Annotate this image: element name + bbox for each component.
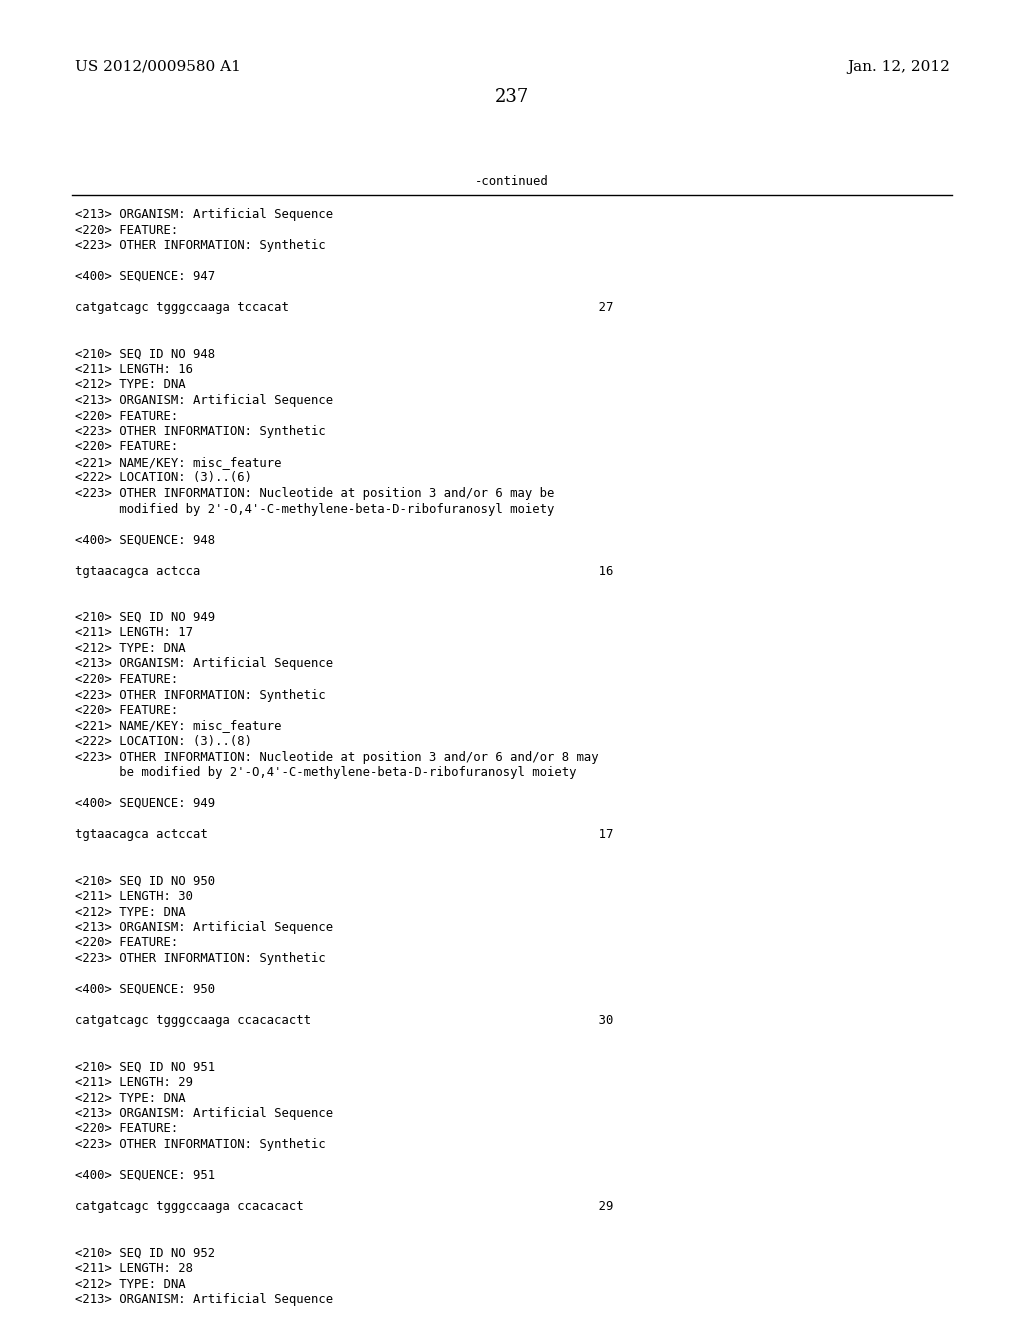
Text: <212> TYPE: DNA: <212> TYPE: DNA xyxy=(75,642,185,655)
Text: catgatcagc tgggccaaga tccacat                                          27: catgatcagc tgggccaaga tccacat 27 xyxy=(75,301,613,314)
Text: <220> FEATURE:: <220> FEATURE: xyxy=(75,409,178,422)
Text: <221> NAME/KEY: misc_feature: <221> NAME/KEY: misc_feature xyxy=(75,719,282,733)
Text: US 2012/0009580 A1: US 2012/0009580 A1 xyxy=(75,59,241,74)
Text: <400> SEQUENCE: 947: <400> SEQUENCE: 947 xyxy=(75,271,215,282)
Text: <212> TYPE: DNA: <212> TYPE: DNA xyxy=(75,379,185,392)
Text: <210> SEQ ID NO 951: <210> SEQ ID NO 951 xyxy=(75,1060,215,1073)
Text: <211> LENGTH: 28: <211> LENGTH: 28 xyxy=(75,1262,193,1275)
Text: <210> SEQ ID NO 952: <210> SEQ ID NO 952 xyxy=(75,1246,215,1259)
Text: <400> SEQUENCE: 948: <400> SEQUENCE: 948 xyxy=(75,533,215,546)
Text: <213> ORGANISM: Artificial Sequence: <213> ORGANISM: Artificial Sequence xyxy=(75,393,333,407)
Text: <210> SEQ ID NO 948: <210> SEQ ID NO 948 xyxy=(75,347,215,360)
Text: Jan. 12, 2012: Jan. 12, 2012 xyxy=(847,59,950,74)
Text: <223> OTHER INFORMATION: Nucleotide at position 3 and/or 6 may be: <223> OTHER INFORMATION: Nucleotide at p… xyxy=(75,487,554,500)
Text: tgtaacagca actcca                                                      16: tgtaacagca actcca 16 xyxy=(75,565,613,578)
Text: <213> ORGANISM: Artificial Sequence: <213> ORGANISM: Artificial Sequence xyxy=(75,209,333,220)
Text: <220> FEATURE:: <220> FEATURE: xyxy=(75,673,178,686)
Text: <211> LENGTH: 30: <211> LENGTH: 30 xyxy=(75,890,193,903)
Text: <213> ORGANISM: Artificial Sequence: <213> ORGANISM: Artificial Sequence xyxy=(75,657,333,671)
Text: <220> FEATURE:: <220> FEATURE: xyxy=(75,704,178,717)
Text: -continued: -continued xyxy=(475,176,549,187)
Text: <212> TYPE: DNA: <212> TYPE: DNA xyxy=(75,1092,185,1105)
Text: tgtaacagca actccat                                                     17: tgtaacagca actccat 17 xyxy=(75,828,613,841)
Text: <220> FEATURE:: <220> FEATURE: xyxy=(75,936,178,949)
Text: <400> SEQUENCE: 950: <400> SEQUENCE: 950 xyxy=(75,983,215,997)
Text: <220> FEATURE:: <220> FEATURE: xyxy=(75,223,178,236)
Text: <223> OTHER INFORMATION: Synthetic: <223> OTHER INFORMATION: Synthetic xyxy=(75,952,326,965)
Text: <211> LENGTH: 16: <211> LENGTH: 16 xyxy=(75,363,193,376)
Text: catgatcagc tgggccaaga ccacacact                                        29: catgatcagc tgggccaaga ccacacact 29 xyxy=(75,1200,613,1213)
Text: <210> SEQ ID NO 949: <210> SEQ ID NO 949 xyxy=(75,611,215,624)
Text: catgatcagc tgggccaaga ccacacactt                                       30: catgatcagc tgggccaaga ccacacactt 30 xyxy=(75,1014,613,1027)
Text: <220> FEATURE:: <220> FEATURE: xyxy=(75,1122,178,1135)
Text: <223> OTHER INFORMATION: Synthetic: <223> OTHER INFORMATION: Synthetic xyxy=(75,425,326,438)
Text: <400> SEQUENCE: 949: <400> SEQUENCE: 949 xyxy=(75,797,215,810)
Text: <213> ORGANISM: Artificial Sequence: <213> ORGANISM: Artificial Sequence xyxy=(75,1294,333,1305)
Text: <223> OTHER INFORMATION: Synthetic: <223> OTHER INFORMATION: Synthetic xyxy=(75,1138,326,1151)
Text: <220> FEATURE:: <220> FEATURE: xyxy=(75,441,178,454)
Text: modified by 2'-O,4'-C-methylene-beta-D-ribofuranosyl moiety: modified by 2'-O,4'-C-methylene-beta-D-r… xyxy=(75,503,554,516)
Text: <222> LOCATION: (3)..(8): <222> LOCATION: (3)..(8) xyxy=(75,735,252,748)
Text: <222> LOCATION: (3)..(6): <222> LOCATION: (3)..(6) xyxy=(75,471,252,484)
Text: <223> OTHER INFORMATION: Nucleotide at position 3 and/or 6 and/or 8 may: <223> OTHER INFORMATION: Nucleotide at p… xyxy=(75,751,599,763)
Text: 237: 237 xyxy=(495,88,529,106)
Text: be modified by 2'-O,4'-C-methylene-beta-D-ribofuranosyl moiety: be modified by 2'-O,4'-C-methylene-beta-… xyxy=(75,766,577,779)
Text: <213> ORGANISM: Artificial Sequence: <213> ORGANISM: Artificial Sequence xyxy=(75,921,333,935)
Text: <212> TYPE: DNA: <212> TYPE: DNA xyxy=(75,906,185,919)
Text: <223> OTHER INFORMATION: Synthetic: <223> OTHER INFORMATION: Synthetic xyxy=(75,239,326,252)
Text: <223> OTHER INFORMATION: Synthetic: <223> OTHER INFORMATION: Synthetic xyxy=(75,689,326,701)
Text: <221> NAME/KEY: misc_feature: <221> NAME/KEY: misc_feature xyxy=(75,455,282,469)
Text: <211> LENGTH: 17: <211> LENGTH: 17 xyxy=(75,627,193,639)
Text: <212> TYPE: DNA: <212> TYPE: DNA xyxy=(75,1278,185,1291)
Text: <210> SEQ ID NO 950: <210> SEQ ID NO 950 xyxy=(75,874,215,887)
Text: <213> ORGANISM: Artificial Sequence: <213> ORGANISM: Artificial Sequence xyxy=(75,1107,333,1119)
Text: <400> SEQUENCE: 951: <400> SEQUENCE: 951 xyxy=(75,1170,215,1181)
Text: <211> LENGTH: 29: <211> LENGTH: 29 xyxy=(75,1076,193,1089)
